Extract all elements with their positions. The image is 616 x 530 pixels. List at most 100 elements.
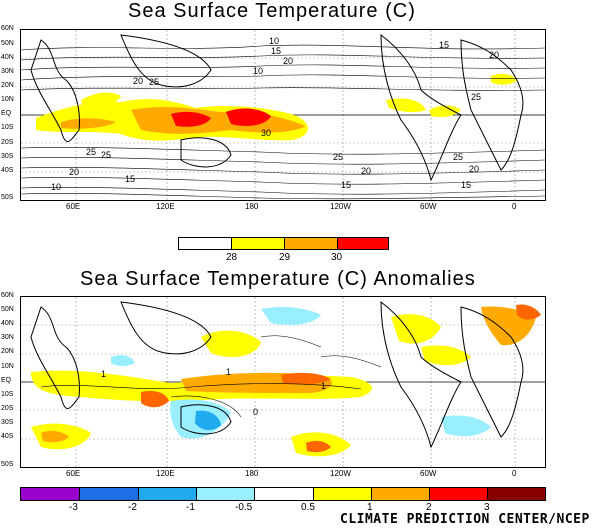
contour-label: 15 bbox=[341, 180, 351, 190]
contour-label: 20 bbox=[361, 166, 371, 176]
lon-label: 180 bbox=[245, 202, 259, 211]
colorbar-tick: 1 bbox=[367, 502, 373, 513]
colorbar-swatch bbox=[371, 487, 430, 501]
lon-label: 120E bbox=[156, 469, 175, 478]
lat-label: 30N bbox=[1, 68, 14, 75]
contour-label: 1 bbox=[101, 369, 106, 379]
colorbar-tick: -3 bbox=[69, 502, 78, 513]
lat-label: 10S bbox=[1, 391, 14, 398]
lat-label: 20N bbox=[1, 348, 14, 355]
lon-label: 0 bbox=[512, 469, 517, 478]
colorbar-swatch bbox=[337, 237, 389, 250]
lon-label: 180 bbox=[245, 469, 259, 478]
lat-label: 30S bbox=[1, 419, 14, 426]
top-sst-map: 10 15 20 25 25 20 15 10 20 25 30 25 20 1… bbox=[20, 29, 546, 201]
bottom-contours bbox=[40, 335, 382, 418]
top-map-title: Sea Surface Temperature (C) bbox=[128, 0, 416, 22]
credit-text: CLIMATE PREDICTION CENTER/NCEP bbox=[340, 512, 590, 527]
lat-label: 10N bbox=[1, 96, 14, 103]
colorbar-swatch bbox=[196, 487, 255, 501]
lat-label: 40N bbox=[1, 320, 14, 327]
contour-label: 20 bbox=[469, 164, 479, 174]
contour-label: 20 bbox=[283, 56, 293, 66]
colorbar-swatch bbox=[313, 487, 372, 501]
lon-label: 60W bbox=[420, 202, 437, 211]
colorbar-tick: 30 bbox=[331, 252, 343, 263]
top-map-canvas: 10 15 20 25 25 20 15 10 20 25 30 25 20 1… bbox=[21, 30, 545, 200]
lon-label: 0 bbox=[512, 202, 517, 211]
bottom-anomaly-map: 1 1 1 0 bbox=[20, 296, 546, 468]
colorbar-swatch bbox=[429, 487, 488, 501]
colorbar-tick: 29 bbox=[279, 252, 291, 263]
colorbar-swatch bbox=[20, 487, 80, 501]
colorbar-tick: 28 bbox=[226, 252, 238, 263]
lat-label: 50N bbox=[1, 40, 14, 47]
contour-label: 25 bbox=[453, 152, 463, 162]
contour-label: 20 bbox=[489, 50, 499, 60]
lon-label: 120W bbox=[330, 469, 351, 478]
contour-label: 10 bbox=[253, 66, 263, 76]
contour-label: 15 bbox=[439, 40, 449, 50]
colorbar-tick: -1 bbox=[186, 502, 195, 513]
lat-label: 20N bbox=[1, 82, 14, 89]
contour-label: 20 bbox=[69, 167, 79, 177]
colorbar-tick: -2 bbox=[128, 502, 137, 513]
lat-label: 20S bbox=[1, 405, 14, 412]
contour-label: 0 bbox=[253, 407, 258, 417]
colorbar-tick: 0.5 bbox=[301, 502, 315, 513]
lat-label: 40N bbox=[1, 54, 14, 61]
contour-label: 25 bbox=[86, 147, 96, 157]
lon-label: 60E bbox=[66, 469, 81, 478]
bottom-map-canvas: 1 1 1 0 bbox=[21, 297, 545, 467]
lat-label: 20S bbox=[1, 139, 14, 146]
lat-label: 40S bbox=[1, 167, 14, 174]
contour-label: 30 bbox=[261, 128, 271, 138]
contour-label: 1 bbox=[321, 381, 326, 391]
lat-label: 50S bbox=[1, 461, 14, 468]
colorbar-swatch bbox=[231, 237, 285, 250]
lat-label: 60N bbox=[1, 292, 14, 299]
bottom-contour-labels: 1 1 1 0 bbox=[101, 367, 326, 417]
contour-label: 10 bbox=[269, 36, 279, 46]
lat-label: 10S bbox=[1, 124, 14, 131]
lat-label: 30N bbox=[1, 334, 14, 341]
lat-label: 50N bbox=[1, 306, 14, 313]
colorbar-swatch bbox=[79, 487, 139, 501]
lat-label: EQ bbox=[1, 110, 12, 117]
lat-label: 50S bbox=[1, 194, 14, 201]
lon-label: 120W bbox=[330, 202, 351, 211]
top-warm-pool bbox=[36, 73, 517, 141]
contour-label: 10 bbox=[51, 182, 61, 192]
lat-label: EQ bbox=[1, 377, 12, 384]
lon-label: 60W bbox=[420, 469, 437, 478]
lat-label: 60N bbox=[1, 25, 14, 32]
contour-label: 15 bbox=[271, 46, 281, 56]
contour-label: 15 bbox=[461, 180, 471, 190]
contour-label: 20 bbox=[133, 76, 143, 86]
lon-label: 60E bbox=[66, 202, 81, 211]
top-coastlines bbox=[30, 33, 524, 182]
contour-label: 25 bbox=[333, 152, 343, 162]
lat-label: 10N bbox=[1, 363, 14, 370]
top-contours bbox=[21, 44, 545, 200]
bottom-coastlines bbox=[30, 300, 524, 449]
contour-label: 25 bbox=[149, 77, 159, 87]
contour-label: 25 bbox=[471, 92, 481, 102]
colorbar-tick: 2 bbox=[426, 502, 432, 513]
contour-label: 25 bbox=[101, 150, 111, 160]
lat-label: 40S bbox=[1, 433, 14, 440]
colorbar-swatch bbox=[254, 487, 314, 501]
colorbar-swatch bbox=[138, 487, 197, 501]
contour-label: 15 bbox=[125, 174, 135, 184]
lon-label: 120E bbox=[156, 202, 175, 211]
colorbar-swatch bbox=[284, 237, 338, 250]
top-contour-labels: 10 15 20 25 25 20 15 10 20 25 30 25 20 1… bbox=[51, 36, 499, 192]
colorbar-swatch bbox=[178, 237, 232, 250]
contour-label: 1 bbox=[226, 367, 231, 377]
colorbar-swatch bbox=[487, 487, 546, 501]
colorbar-tick: -0.5 bbox=[235, 502, 253, 513]
colorbar-tick: 3 bbox=[484, 502, 490, 513]
lat-label: 30S bbox=[1, 153, 14, 160]
bottom-map-title: Sea Surface Temperature (C) Anomalies bbox=[80, 268, 476, 290]
bottom-anomaly-fills bbox=[31, 304, 541, 457]
